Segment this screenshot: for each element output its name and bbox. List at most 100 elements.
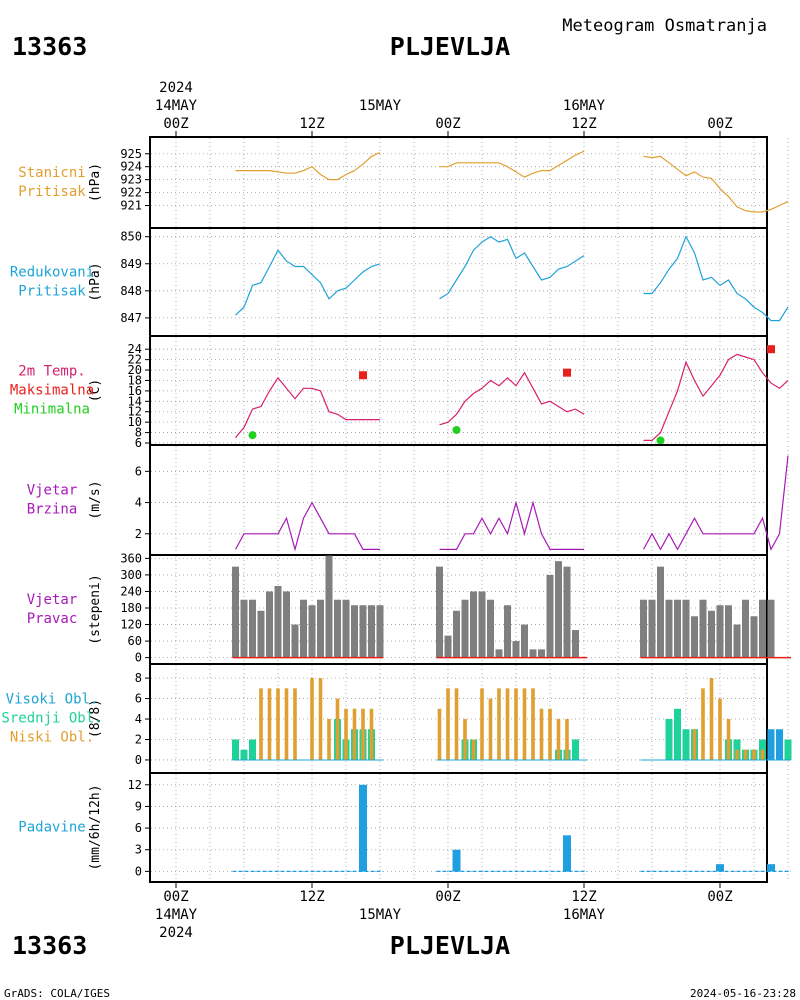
- top-time-axis: 00Z12Z00Z12Z00Z12Z14MAY15MAY16MAY2024: [155, 80, 733, 137]
- y-axis-label: (8/8): [88, 699, 103, 738]
- wind-direction-bar: [495, 649, 503, 658]
- wind-direction-bar: [699, 599, 707, 658]
- low-cloud-bar: [760, 749, 765, 760]
- wind-direction-bar: [725, 605, 732, 658]
- mid-cloud-bar: [767, 729, 775, 760]
- wind-direction-bar: [249, 599, 256, 658]
- low-cloud-bar: [556, 719, 561, 760]
- high-cloud-bar: [733, 739, 741, 760]
- y-tick-label: 60: [128, 634, 142, 648]
- low-cloud-bar: [514, 688, 518, 760]
- time-tick-label: 00Z: [163, 116, 188, 132]
- y-tick-label: 925: [120, 147, 142, 161]
- y-tick-label: 923: [120, 173, 142, 187]
- legend-label: Pritisak: [18, 184, 86, 200]
- panel-reduced_pressure: 847 848 849 850 (hPa)Redukovani Pritisak: [10, 227, 789, 337]
- legend-label: Maksimalna: [10, 383, 94, 399]
- day-label: 14MAY: [155, 907, 198, 923]
- high-cloud-bar: [240, 749, 248, 760]
- high-cloud-bar: [249, 739, 256, 760]
- legend-label: Pritisak: [18, 284, 86, 300]
- y-tick-label: 14: [128, 394, 142, 408]
- panel-frame: [149, 136, 768, 229]
- low-cloud-bar: [276, 688, 280, 760]
- low-cloud-bar: [735, 749, 739, 760]
- y-tick-label: 360: [120, 551, 142, 565]
- y-tick-label: 9: [135, 799, 142, 813]
- legend-label: Brzina: [27, 502, 78, 518]
- day-label: 16MAY: [563, 907, 606, 923]
- wind-direction-bar: [257, 610, 265, 658]
- time-tick-label: 12Z: [571, 116, 596, 132]
- low-cloud-bar: [284, 688, 289, 760]
- y-tick-label: 120: [120, 618, 142, 632]
- footer-left: GrADS: COLA/IGES: [4, 987, 110, 1000]
- wind-direction-bar: [291, 624, 299, 658]
- legend-label: Padavine: [18, 820, 85, 836]
- low-cloud-bar: [267, 688, 272, 760]
- bottom-time-axis: 00Z12Z00Z12Z00Z12Z14MAY15MAY16MAY2024: [155, 882, 733, 941]
- wind-direction-bar: [674, 599, 681, 658]
- y-tick-label: 24: [128, 342, 142, 356]
- precipitation-bar: [563, 835, 571, 872]
- y-axis-label: (hPa): [88, 262, 103, 301]
- y-tick-label: 850: [120, 230, 142, 244]
- series-line: [235, 249, 381, 316]
- wind-direction-bar: [563, 566, 571, 658]
- high-cloud-bar: [784, 739, 792, 760]
- wind-direction-bar: [648, 599, 656, 658]
- wind-direction-bar: [266, 591, 273, 658]
- y-axis-label: (mm/6h/12h): [88, 784, 103, 870]
- wind-direction-bar: [317, 599, 324, 658]
- day-label: 16MAY: [563, 98, 606, 114]
- panel-frame: [149, 227, 768, 337]
- low-cloud-bar: [293, 688, 297, 760]
- wind-direction-bar: [708, 610, 715, 658]
- y-axis-label: (m/s): [88, 480, 103, 519]
- low-cloud-bar: [352, 708, 357, 760]
- day-label: 15MAY: [359, 907, 402, 923]
- y-tick-label: 847: [120, 311, 142, 325]
- low-cloud-bar: [369, 708, 374, 760]
- y-tick-label: 922: [120, 186, 142, 200]
- wind-direction-bar: [368, 605, 375, 658]
- series-line: [439, 150, 585, 178]
- low-cloud-bar: [454, 688, 459, 760]
- low-cloud-bar: [505, 688, 510, 760]
- low-cloud-bar: [522, 688, 527, 760]
- series-line: [235, 376, 380, 439]
- wind-direction-bar: [240, 599, 248, 658]
- legend-label: Niski Obl.: [10, 730, 94, 746]
- low-cloud-bar: [437, 708, 442, 760]
- y-tick-label: 16: [128, 384, 142, 398]
- high-cloud-bar: [759, 739, 766, 760]
- legend-label: Srednji Obl.: [1, 711, 102, 727]
- wind-direction-bar: [572, 630, 579, 658]
- y-tick-label: 3: [135, 843, 142, 857]
- wind-direction-bar: [351, 605, 358, 658]
- low-cloud-bar: [565, 719, 569, 760]
- y-tick-label: 924: [120, 160, 142, 174]
- low-cloud-bar: [344, 708, 348, 760]
- wind-direction-bar: [274, 585, 282, 658]
- wind-direction-bar: [640, 599, 647, 658]
- high-cloud-bar: [665, 719, 673, 760]
- legend-label: Visoki Obl.: [6, 692, 99, 708]
- wind-direction-bar: [716, 605, 724, 658]
- low-cloud-bar: [310, 678, 314, 760]
- y-tick-label: 12: [128, 778, 142, 792]
- time-tick-label: 12Z: [299, 889, 324, 905]
- time-tick-label: 00Z: [707, 116, 732, 132]
- time-tick-label: 00Z: [163, 889, 188, 905]
- y-tick-label: 921: [120, 199, 142, 213]
- footer-right: 2024-05-16-23:28: [690, 987, 796, 1000]
- min-temp-marker: [248, 431, 257, 440]
- y-axis-label: (C): [88, 379, 103, 402]
- low-cloud-bar: [361, 708, 365, 760]
- low-cloud-bar: [726, 719, 731, 760]
- low-cloud-bar: [488, 698, 493, 760]
- wind-direction-bar: [444, 635, 452, 658]
